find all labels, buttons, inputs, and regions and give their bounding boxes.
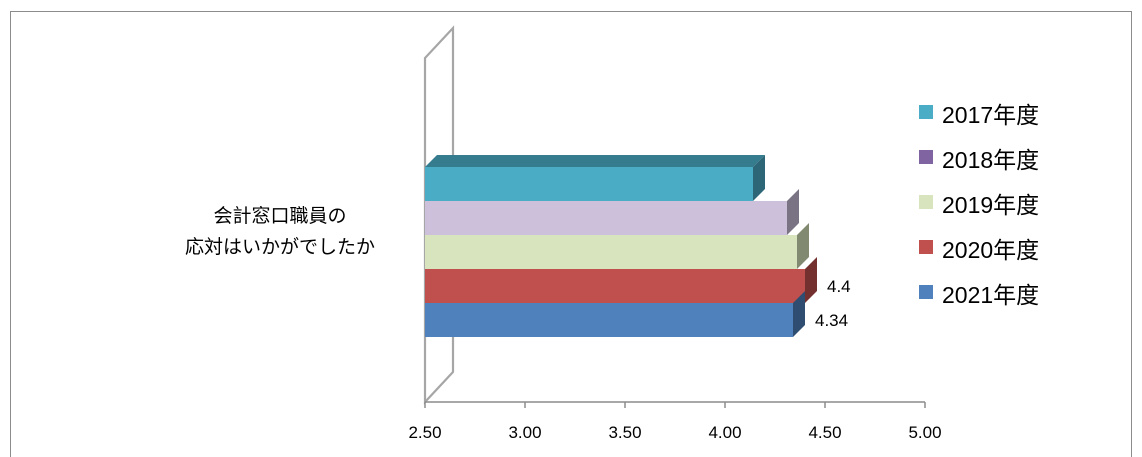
- data-label-2020年度: 4.4: [827, 277, 851, 296]
- bar-front-face: [425, 167, 753, 201]
- bar-2020年度: [425, 257, 817, 303]
- bar-2018年度: [425, 189, 799, 235]
- legend-label-2018年度: 2018年度: [942, 147, 1039, 173]
- legend-label-2019年度: 2019年度: [942, 192, 1039, 218]
- bar-front-face: [425, 269, 805, 303]
- legend-swatch-2019年度: [919, 195, 933, 209]
- legend-label-2021年度: 2021年度: [942, 282, 1039, 308]
- bar-side-face: [797, 223, 809, 269]
- legend-label-2017年度: 2017年度: [942, 102, 1039, 128]
- category-label-line: 会計窓口職員の: [213, 205, 346, 227]
- bar-2017年度: [425, 155, 765, 201]
- legend-swatch-2021年度: [919, 285, 933, 299]
- x-tick-label: 4.00: [708, 423, 741, 442]
- category-label-line: 応対はいかがでしたか: [185, 236, 375, 258]
- legend-swatch-2020年度: [919, 240, 933, 254]
- x-axis: 2.50 3.00 3.50 4.00 4.50 5.00: [408, 401, 942, 442]
- data-labels: 4.4 4.34: [815, 277, 851, 330]
- bar-top-face: [425, 155, 765, 167]
- bar-front-face: [425, 303, 793, 337]
- bar-front-face: [425, 235, 797, 269]
- data-label-2021年度: 4.34: [815, 311, 848, 330]
- x-tick-label: 3.00: [508, 423, 541, 442]
- bar-2021年度: [425, 291, 805, 337]
- bar-front-face: [425, 201, 787, 235]
- bar-side-face: [805, 257, 817, 303]
- bar-side-face: [793, 291, 805, 337]
- x-tick-label: 3.50: [608, 423, 641, 442]
- bar-side-face: [787, 189, 799, 235]
- bars: [425, 155, 817, 337]
- x-tick-label: 5.00: [908, 423, 941, 442]
- bar-side-face: [753, 155, 765, 201]
- legend: 2017年度 2018年度 2019年度 2020年度 2021年度: [919, 102, 1039, 308]
- x-tick-label: 4.50: [808, 423, 841, 442]
- legend-swatch-2018年度: [919, 150, 933, 164]
- legend-label-2020年度: 2020年度: [942, 237, 1039, 263]
- legend-swatch-2017年度: [919, 105, 933, 119]
- x-tick-label: 2.50: [408, 423, 441, 442]
- bar-2019年度: [425, 223, 809, 269]
